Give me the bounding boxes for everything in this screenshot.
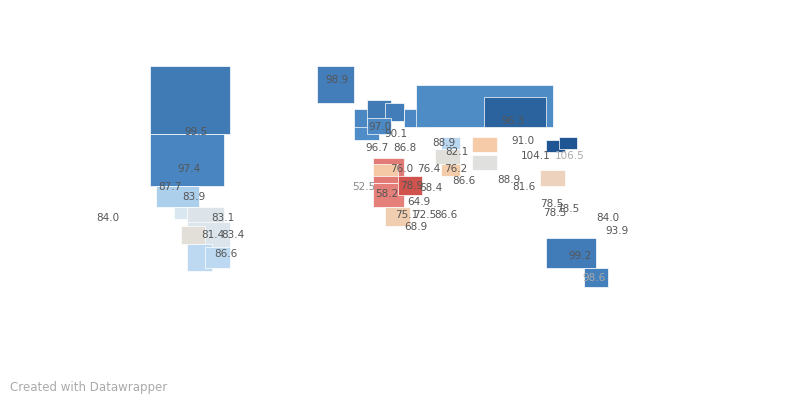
Text: 90.1: 90.1 xyxy=(384,129,407,139)
FancyBboxPatch shape xyxy=(150,66,230,134)
FancyBboxPatch shape xyxy=(485,97,546,127)
Text: 76.0: 76.0 xyxy=(390,164,414,174)
Text: 87.7: 87.7 xyxy=(158,182,182,192)
FancyBboxPatch shape xyxy=(150,134,224,185)
Text: 72.5: 72.5 xyxy=(414,210,437,220)
Text: 99.5: 99.5 xyxy=(185,127,208,137)
Text: 81.6: 81.6 xyxy=(513,182,536,192)
Text: 78.5: 78.5 xyxy=(543,208,566,218)
Text: 78.5: 78.5 xyxy=(556,204,579,214)
Text: 84.0: 84.0 xyxy=(97,213,120,223)
FancyBboxPatch shape xyxy=(354,109,386,134)
FancyBboxPatch shape xyxy=(317,66,354,103)
Text: 98.6: 98.6 xyxy=(582,273,606,283)
FancyBboxPatch shape xyxy=(366,118,391,134)
FancyBboxPatch shape xyxy=(187,222,230,253)
Text: 86.8: 86.8 xyxy=(394,143,417,153)
Text: 78.5: 78.5 xyxy=(540,199,564,209)
Text: Created with Datawrapper: Created with Datawrapper xyxy=(10,381,167,394)
Text: 83.9: 83.9 xyxy=(182,192,206,202)
FancyBboxPatch shape xyxy=(398,176,422,195)
Text: 58.2: 58.2 xyxy=(375,189,398,199)
Text: 96.3: 96.3 xyxy=(502,116,525,126)
FancyBboxPatch shape xyxy=(404,109,429,127)
Text: 83.1: 83.1 xyxy=(211,213,234,223)
FancyBboxPatch shape xyxy=(546,140,565,152)
Text: 96.7: 96.7 xyxy=(366,143,389,153)
Text: 68.4: 68.4 xyxy=(419,183,442,193)
Text: 104.1: 104.1 xyxy=(520,151,550,161)
Text: 82.1: 82.1 xyxy=(446,146,469,157)
FancyBboxPatch shape xyxy=(187,244,211,271)
FancyBboxPatch shape xyxy=(441,137,459,149)
Text: 76.4: 76.4 xyxy=(417,164,440,174)
FancyBboxPatch shape xyxy=(386,207,410,226)
Text: 52.5: 52.5 xyxy=(353,181,376,191)
Text: 97.4: 97.4 xyxy=(177,164,200,174)
FancyBboxPatch shape xyxy=(546,238,596,268)
Text: 88.9: 88.9 xyxy=(432,138,455,148)
FancyBboxPatch shape xyxy=(435,149,459,164)
Text: 75.1: 75.1 xyxy=(394,210,418,220)
Text: 76.2: 76.2 xyxy=(444,164,467,174)
Text: 86.6: 86.6 xyxy=(214,249,238,259)
Text: 91.0: 91.0 xyxy=(511,136,534,146)
FancyBboxPatch shape xyxy=(441,164,459,176)
Text: 99.2: 99.2 xyxy=(568,250,591,261)
FancyBboxPatch shape xyxy=(386,103,404,121)
Text: 84.0: 84.0 xyxy=(596,213,619,222)
FancyBboxPatch shape xyxy=(472,137,497,152)
Text: 86.6: 86.6 xyxy=(452,176,475,186)
FancyBboxPatch shape xyxy=(558,137,578,149)
FancyBboxPatch shape xyxy=(156,185,199,207)
Text: 98.9: 98.9 xyxy=(326,75,349,85)
FancyBboxPatch shape xyxy=(366,100,391,124)
Text: 64.9: 64.9 xyxy=(407,197,430,207)
FancyBboxPatch shape xyxy=(472,155,497,170)
Text: 97.0: 97.0 xyxy=(369,122,392,132)
FancyBboxPatch shape xyxy=(584,268,609,287)
FancyBboxPatch shape xyxy=(206,247,230,268)
FancyBboxPatch shape xyxy=(373,183,404,207)
FancyBboxPatch shape xyxy=(416,84,553,127)
Text: 83.4: 83.4 xyxy=(221,230,244,240)
FancyBboxPatch shape xyxy=(354,127,379,140)
Text: 81.4: 81.4 xyxy=(202,230,225,240)
Text: 86.6: 86.6 xyxy=(434,210,458,220)
Text: 68.9: 68.9 xyxy=(404,222,427,232)
FancyBboxPatch shape xyxy=(187,207,224,226)
FancyBboxPatch shape xyxy=(181,226,206,244)
Text: 93.9: 93.9 xyxy=(606,226,629,236)
FancyBboxPatch shape xyxy=(373,164,398,176)
Text: 78.9: 78.9 xyxy=(400,181,423,191)
Text: 88.9: 88.9 xyxy=(497,175,520,185)
FancyBboxPatch shape xyxy=(174,207,199,219)
FancyBboxPatch shape xyxy=(373,158,404,183)
Text: 106.5: 106.5 xyxy=(554,151,584,161)
FancyBboxPatch shape xyxy=(540,170,565,185)
